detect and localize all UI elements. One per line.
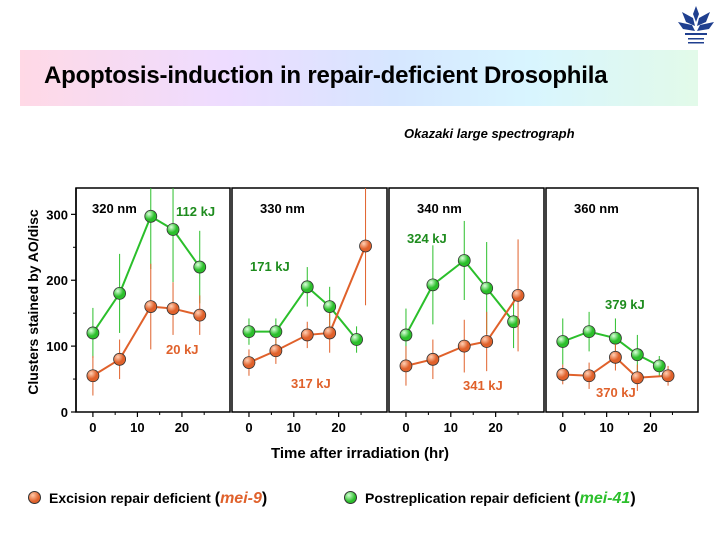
data-point-excision [511,288,525,302]
series-line-postreplication [405,259,515,336]
dose-label-postreplication: 324 kJ [407,231,447,246]
data-point-postreplication [144,209,158,223]
x-tick-label: 20 [331,420,345,435]
y-tick-label: 100 [46,339,68,354]
panel-2: 0 10 20 330 nm 171 kJ 317 kJ [231,187,388,435]
data-point-excision [323,326,337,340]
wavelength-label: 340 nm [417,201,462,216]
dose-label-postreplication: 112 kJ [176,204,215,219]
data-point-postreplication [457,254,471,267]
data-point-postreplication [556,335,570,348]
x-tick-label: 10 [599,420,613,435]
dose-label-excision: 317 kJ [291,376,331,391]
dose-label-excision: 341 kJ [463,378,503,393]
data-point-postreplication [300,280,314,294]
data-point-postreplication [630,348,644,362]
panel-frame [75,187,231,413]
slide-title: Apoptosis-induction in repair-deficient … [44,62,608,89]
data-point-postreplication [609,331,622,345]
data-point-excision [426,352,440,366]
x-tick-label: 20 [643,420,657,435]
y-tick-label: 200 [46,273,68,288]
x-tick-label: 0 [402,420,409,435]
data-point-excision [269,344,283,358]
wavelength-label: 320 nm [92,201,137,216]
data-point-excision [630,371,644,385]
data-point-excision [480,335,494,348]
dose-label-excision: 370 kJ [596,385,636,400]
x-tick-label: 0 [89,420,96,435]
data-point-postreplication [86,326,100,340]
data-point-excision [300,328,314,342]
x-axis-label: Time after irradiation (hr) [271,445,449,462]
legend-gene-excision: mei-9 [220,490,262,507]
wavelength-label: 330 nm [260,201,305,216]
legend-label-postreplication: Postreplication repair deficient [365,490,571,506]
data-point-excision [609,350,622,364]
panel-frame [388,187,545,413]
y-tick-label: 0 [61,405,68,420]
panel-1: 0 10 20 320 nm 112 kJ 20 kJ [75,187,231,435]
data-point-excision [113,352,127,366]
data-point-excision [86,369,100,383]
data-point-excision [582,369,596,383]
data-point-excision [457,339,471,353]
dose-label-postreplication: 379 kJ [605,297,645,312]
dose-label-postreplication: 171 kJ [250,259,290,274]
dose-label-excision: 20 kJ [166,342,199,357]
data-point-excision [166,302,180,315]
y-tick-label: 300 [46,207,68,222]
data-point-postreplication [242,325,256,339]
x-tick-label: 10 [444,420,458,435]
title-band: Apoptosis-induction in repair-deficient … [20,50,698,106]
data-point-postreplication [480,281,494,295]
data-point-postreplication [193,260,207,274]
panel-3: 0 10 20 340 nm 324 kJ 341 kJ [388,187,545,435]
data-point-postreplication [582,325,596,339]
legend-item-excision: Excision repair deficient (mei-9) [28,490,267,512]
data-point-postreplication [399,328,413,342]
data-point-postreplication [507,315,520,329]
x-tick-label: 0 [559,420,566,435]
data-point-excision [242,356,256,369]
data-point-postreplication [426,278,440,292]
legend-marker-postreplication [344,491,357,504]
data-point-excision [661,369,675,383]
y-axis-label: Clusters stained by AO/disc [25,209,41,395]
data-point-postreplication [350,333,363,346]
chart-subtitle: Okazaki large spectrograph [404,126,575,141]
x-tick-label: 10 [130,420,144,435]
x-tick-label: 20 [488,420,502,435]
data-point-postreplication [113,287,127,300]
data-point-excision [144,300,158,313]
wavelength-label: 360 nm [574,201,619,216]
data-point-excision [359,239,372,253]
panel-4: 0 10 20 360 nm 379 kJ 370 kJ [545,187,699,435]
data-point-excision [556,368,570,381]
legend-gene-postreplication: mei-41 [579,490,631,507]
x-tick-label: 10 [287,420,301,435]
university-emblem-icon [678,6,714,44]
legend-item-postreplication: Postreplication repair deficient (mei-41… [344,490,636,512]
data-point-excision [193,308,207,322]
panel-frame [545,187,699,413]
data-point-excision [399,359,413,373]
data-point-postreplication [269,325,283,339]
data-point-postreplication [166,223,180,236]
legend-marker-excision [28,491,41,504]
data-point-postreplication [652,359,666,373]
panel-frame [231,187,388,413]
x-tick-label: 0 [245,420,252,435]
data-point-postreplication [323,300,337,313]
legend-label-excision: Excision repair deficient [49,490,211,506]
x-tick-label: 20 [175,420,189,435]
